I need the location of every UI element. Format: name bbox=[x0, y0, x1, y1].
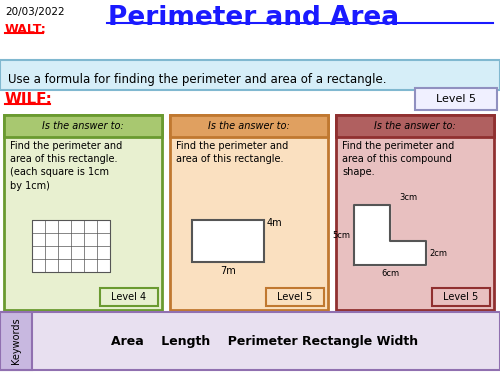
Bar bbox=[32, 220, 110, 272]
Bar bbox=[415, 88, 497, 110]
Text: Find the perimeter and
area of this compound
shape.: Find the perimeter and area of this comp… bbox=[342, 141, 454, 177]
Polygon shape bbox=[354, 205, 426, 265]
Text: 4m: 4m bbox=[267, 218, 282, 228]
Text: 20/03/2022: 20/03/2022 bbox=[5, 7, 64, 17]
Text: Find the perimeter and
area of this rectangle.: Find the perimeter and area of this rect… bbox=[176, 141, 288, 164]
Bar bbox=[336, 115, 494, 310]
Bar bbox=[170, 115, 328, 137]
Text: WILF:: WILF: bbox=[5, 92, 53, 107]
Bar bbox=[266, 288, 324, 306]
Bar bbox=[0, 60, 500, 90]
Text: 6cm: 6cm bbox=[381, 269, 399, 278]
Text: Level 4: Level 4 bbox=[112, 292, 146, 302]
Bar bbox=[432, 288, 490, 306]
Bar bbox=[0, 0, 500, 65]
Text: WALT:: WALT: bbox=[5, 23, 47, 36]
Text: Find the perimeter and
area of this rectangle.
(each square is 1cm
by 1cm): Find the perimeter and area of this rect… bbox=[10, 141, 122, 190]
Text: Area    Length    Perimeter Rectangle Width: Area Length Perimeter Rectangle Width bbox=[112, 334, 418, 348]
Text: 2cm: 2cm bbox=[429, 249, 447, 258]
Text: Perimeter and Area: Perimeter and Area bbox=[108, 5, 399, 31]
Bar bbox=[4, 115, 162, 137]
Bar bbox=[100, 288, 158, 306]
Text: Level 5: Level 5 bbox=[444, 292, 478, 302]
Text: Is the answer to:: Is the answer to: bbox=[42, 121, 124, 131]
Bar bbox=[192, 220, 264, 262]
Text: Is the answer to:: Is the answer to: bbox=[374, 121, 456, 131]
Bar bbox=[0, 312, 500, 370]
Text: 7m: 7m bbox=[220, 266, 236, 276]
Text: Use a formula for finding the perimeter and area of a rectangle.: Use a formula for finding the perimeter … bbox=[8, 73, 386, 86]
Text: Level 5: Level 5 bbox=[436, 94, 476, 104]
Text: 5cm: 5cm bbox=[332, 231, 350, 240]
Text: Level 5: Level 5 bbox=[278, 292, 312, 302]
Bar bbox=[336, 115, 494, 137]
Text: Is the answer to:: Is the answer to: bbox=[208, 121, 290, 131]
Bar bbox=[4, 115, 162, 310]
Text: Keywords: Keywords bbox=[11, 318, 21, 364]
Text: 3cm: 3cm bbox=[399, 193, 417, 202]
Bar bbox=[170, 115, 328, 310]
Bar bbox=[0, 312, 32, 370]
